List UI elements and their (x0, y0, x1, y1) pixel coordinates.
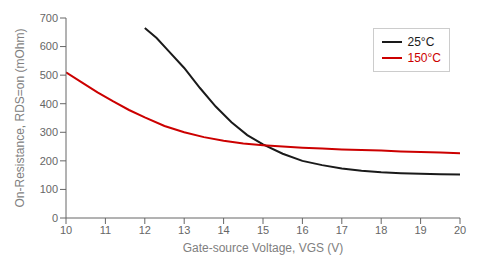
svg-text:13: 13 (178, 224, 190, 236)
svg-text:300: 300 (40, 126, 58, 138)
svg-text:16: 16 (296, 224, 308, 236)
svg-text:18: 18 (375, 224, 387, 236)
svg-text:Gate-source Voltage, VGS (V): Gate-source Voltage, VGS (V) (183, 241, 344, 255)
svg-text:500: 500 (40, 69, 58, 81)
svg-text:17: 17 (336, 224, 348, 236)
svg-text:10: 10 (60, 224, 72, 236)
svg-text:14: 14 (217, 224, 229, 236)
svg-text:On-Resistance, RDS=on (mOhm): On-Resistance, RDS=on (mOhm) (13, 28, 27, 207)
html-text:150°C: 150°C (407, 51, 441, 65)
svg-text:700: 700 (40, 12, 58, 24)
svg-text:0: 0 (52, 212, 58, 224)
svg-text:19: 19 (414, 224, 426, 236)
svg-text:20: 20 (454, 224, 466, 236)
svg-text:400: 400 (40, 98, 58, 110)
svg-text:600: 600 (40, 40, 58, 52)
svg-text:200: 200 (40, 155, 58, 167)
svg-text:100: 100 (40, 183, 58, 195)
svg-text:15: 15 (257, 224, 269, 236)
svg-text:12: 12 (139, 224, 151, 236)
svg-text:11: 11 (100, 224, 111, 236)
html-text:25°C: 25°C (407, 35, 435, 49)
